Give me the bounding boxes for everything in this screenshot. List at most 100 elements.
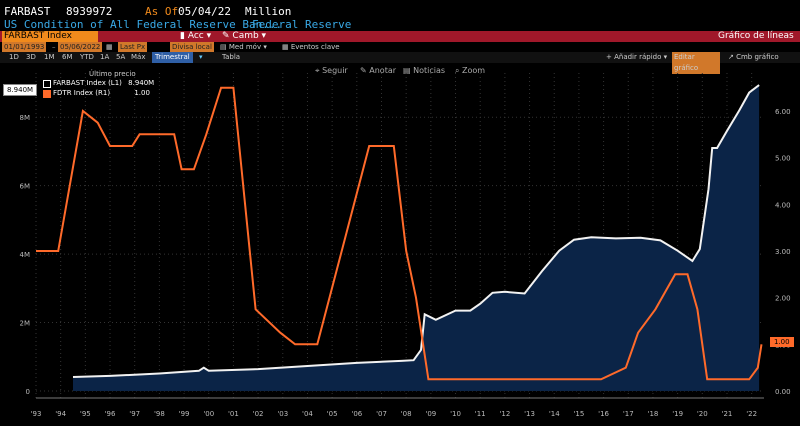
chart-settings-button[interactable]: ↗ Cmb gráfico [728,53,779,61]
ticker[interactable]: FARBAST [4,5,51,18]
frequency-selector[interactable]: Trimestral [152,52,193,63]
calendar-icon[interactable]: ▦ [106,43,113,51]
x-tick-label: '97 [129,410,140,418]
farbast-line [72,84,760,378]
legend-title: Último precio [89,70,136,78]
legend-farbast-value: 8.940M [128,79,155,87]
x-tick-label: '19 [672,410,683,418]
legend-item-farbast[interactable]: FARBAST Index (L1) 8.940M [53,79,154,87]
edit-chart-field[interactable]: Editar gráfico [672,52,720,74]
news-label: Noticias [413,66,446,75]
x-tick-label: '94 [55,410,66,418]
follow-label: Seguir [322,66,348,75]
quick-add-button[interactable]: + Añadir rápido ▾ [606,53,668,61]
x-tick-label: '14 [549,410,560,418]
x-tick-label: '08 [401,410,412,418]
security-description: US Condition of All Federal Reserve Ban.… [4,18,283,31]
controls-row: 01/01/1993 – 05/06/2022 ▦ Last Px Divisa… [2,42,340,52]
header-row: FARBAST 8939972 As Of 05/04/22 Million [0,0,800,22]
legend-swatch-farbast [43,80,51,88]
farbast-area [73,85,760,391]
right-tick-label: 6.00 [775,108,791,116]
events-label: Eventos clave [290,43,340,51]
x-tick-label: '96 [105,410,116,418]
x-tick-label: '06 [351,410,362,418]
x-tick-label: '18 [648,410,659,418]
legend-fdtr-axis: (R1) [95,89,111,97]
change-menu[interactable]: ✎ Camb ▾ [222,31,267,41]
start-date-field[interactable]: 01/01/1993 [2,42,47,52]
follow-button[interactable]: ⌖ Seguir [315,66,348,75]
period-tab-5a[interactable]: 5A [116,53,126,61]
chart-title: Gráfico de líneas [718,31,794,41]
source-label: Federal Reserve [252,18,352,31]
period-tab-1d[interactable]: 1D [9,53,19,61]
right-tick-label: 0.00 [775,388,791,396]
x-tick-label: '09 [425,410,436,418]
left-axis-badge: 8.940M [3,84,38,96]
fdtr-line [36,86,763,381]
x-tick-label: '22 [746,410,757,418]
right-tick-label: 5.00 [775,155,791,163]
x-tick-label: '13 [524,410,535,418]
period-tab-3d[interactable]: 3D [26,53,36,61]
table-tab[interactable]: Tabla [222,53,241,61]
x-tick-label: '93 [31,410,42,418]
actions-label: Acc [187,31,204,41]
legend-fdtr-name: FDTR Index [53,89,94,97]
x-tick-label: '20 [697,410,708,418]
legend-item-fdtr[interactable]: FDTR Index (R1) 1.00 [53,89,150,97]
x-tick-label: '05 [327,410,338,418]
news-button[interactable]: ▤ Noticias [403,66,446,75]
x-tick-label: '07 [376,410,387,418]
x-tick-label: '02 [253,410,264,418]
chart-settings-label: Cmb gráfico [736,53,779,61]
x-tick-label: '95 [80,410,91,418]
x-tick-label: '03 [277,410,288,418]
end-date-field[interactable]: 05/06/2022 [58,42,103,52]
actions-menu[interactable]: ▮ Acc ▾ [180,31,212,41]
description-row: US Condition of All Federal Reserve Ban.… [0,18,800,32]
period-tab-ytd[interactable]: YTD [80,53,94,61]
line-chart[interactable]: '93 '94 '95 '96 '97 '98 '99 '00 '01 '02 '03 '04 '05 '… [0,63,800,426]
command-toolbar: FARBAST Index ▮ Acc ▾ ✎ Camb ▾ Gráfico d… [0,31,800,42]
left-tick-label: 0 [26,388,30,396]
x-tick-label: '98 [154,410,165,418]
zoom-label: Zoom [462,66,486,75]
currency-field[interactable]: Divisa local [170,42,214,52]
period-tab-máx[interactable]: Máx [131,53,146,61]
right-tick-label: 3.00 [775,248,791,256]
right-tick-label: 2.00 [775,295,791,303]
legend-farbast-axis: (L1) [108,79,122,87]
last-value: 8939972 [66,5,113,18]
period-tabbar: Trimestral ▾ Tabla + Añadir rápido ▾ Edi… [0,52,800,74]
x-tick-label: '01 [228,410,239,418]
chart-tools: ⌖ Seguir ✎ Anotar ▤ Noticias ⌕ Zoom [315,66,515,76]
unit-label: Million [245,5,292,18]
legend-farbast-name: FARBAST Index [53,79,106,87]
annotate-label: Anotar [369,66,397,75]
quick-add-label: Añadir rápido [614,53,662,61]
events-menu[interactable]: ▦ Eventos clave [282,43,340,51]
period-tab-6m[interactable]: 6M [62,53,73,61]
price-type-field[interactable]: Last Px [118,42,148,52]
right-tick-label: 4.00 [775,201,791,209]
x-tick-label: '12 [499,410,510,418]
as-of-label: As Of [145,5,179,18]
legend: Último precio FARBAST Index (L1) 8.940M … [41,70,171,100]
period-tab-1a[interactable]: 1A [100,53,110,61]
change-label: Camb [232,31,259,41]
period-tab-1m[interactable]: 1M [44,53,55,61]
x-tick-label: '16 [598,410,609,418]
as-of-date: 05/04/22 [178,5,231,18]
security-field[interactable]: FARBAST Index [2,31,98,42]
left-tick-label: 2M [20,320,31,328]
zoom-button[interactable]: ⌕ Zoom [455,66,486,75]
measure-menu[interactable]: ▤ Med móv ▾ [220,43,267,51]
x-tick-label: '17 [623,410,634,418]
left-tick-label: 8M [20,114,31,122]
x-tick-label: '11 [475,410,486,418]
annotate-button[interactable]: ✎ Anotar [360,66,397,75]
left-tick-label: 4M [20,251,31,259]
frequency-dropdown-icon[interactable]: ▾ [199,53,203,61]
